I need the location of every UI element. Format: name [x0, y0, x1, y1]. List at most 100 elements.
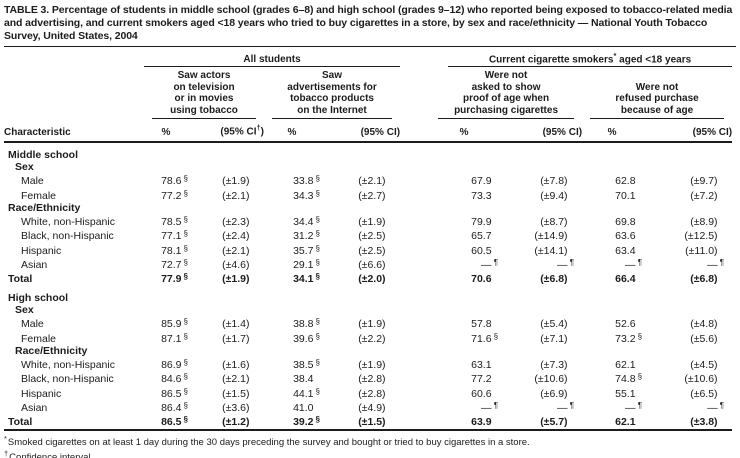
table-row: Total 77.9 § (±1.9) 34.1 § (±2.0) 70.6 (±6.8) 66.…	[4, 271, 732, 285]
group-gap	[400, 214, 430, 228]
section-row: Middle school	[4, 142, 732, 161]
footnotes: *Smoked cigarettes on at least 1 day dur…	[4, 431, 736, 458]
cell-ci: (±1.9)	[358, 359, 386, 372]
footnote-text: Smoked cigarettes on at least 1 day duri…	[7, 436, 530, 448]
section-row: Race/Ethnicity	[4, 202, 732, 214]
cell-ci: (±7.1)	[540, 332, 568, 345]
cell-ci: (±11.0)	[685, 244, 718, 257]
cell-percent: 62.1	[615, 359, 636, 372]
cell-ci	[642, 202, 732, 214]
cell-percent	[430, 202, 498, 214]
group-header-smokers-label: Current cigarette smokers* aged <18 year…	[448, 51, 733, 68]
table-row: Hispanic 86.5 § (±1.5) 44.1 § (±2.8) 60.6 (±6.9)…	[4, 386, 732, 400]
group-gap	[400, 345, 430, 357]
cell-percent: 86.5 §	[161, 386, 188, 400]
subheader-not-refused: Were not refused purchase because of age	[582, 67, 732, 120]
table-row: Male 78.6 § (±1.9) 33.8 § (±2.1) 67.9 (±7.8) 62.8…	[4, 173, 732, 187]
cell-percent: 63.1	[471, 359, 492, 372]
group-gap	[400, 202, 430, 214]
cell-percent: — ¶	[481, 401, 499, 414]
cell-percent: 38.4	[293, 373, 314, 386]
cell-percent	[144, 161, 188, 173]
footnote: *Smoked cigarettes on at least 1 day dur…	[4, 433, 736, 449]
cell-percent	[264, 142, 320, 161]
table-row: White, non-Hispanic 78.5 § (±2.3) 34.4 § (±1.9…	[4, 214, 732, 228]
footnote-text: Confidence interval.	[9, 452, 94, 458]
row-label: Total	[8, 416, 33, 429]
row-label: Female	[21, 332, 57, 345]
table-header: All students Current cigarette smokers* …	[4, 47, 733, 143]
cell-percent: 77.2 §	[161, 188, 188, 202]
table-row: Black, non-Hispanic 84.6 § (±2.1) 38.4 (±2.8)…	[4, 371, 732, 385]
cell-ci: (±1.9)	[358, 216, 386, 229]
row-label: Black, non-Hispanic	[21, 230, 114, 243]
cell-percent: 34.4 §	[293, 215, 320, 229]
cell-ci: (±5.7)	[540, 416, 568, 429]
cell-ci	[498, 304, 582, 316]
cell-percent: 85.9 §	[161, 317, 188, 331]
cell-ci: (±1.6)	[222, 359, 250, 372]
row-label: Race/Ethnicity	[15, 344, 88, 357]
cell-ci: (±7.3)	[540, 359, 568, 372]
group-gap	[400, 161, 430, 173]
cell-percent: 35.7 §	[293, 243, 320, 257]
row-label: Black, non-Hispanic	[21, 373, 114, 386]
cell-percent: 69.8	[615, 216, 636, 229]
cell-ci: — ¶	[557, 258, 575, 272]
cell-ci: (±7.8)	[540, 175, 568, 188]
table-row: Asian 86.4 § (±3.6) 41.0 (±4.9) — ¶ — ¶ — ¶ — ¶	[4, 400, 732, 414]
cell-percent	[430, 345, 498, 357]
subheader-not-asked-proof-label: Were not asked to show proof of age when…	[438, 67, 575, 120]
cell-percent: 62.1	[615, 416, 636, 429]
group-gap	[400, 316, 430, 330]
cell-percent	[582, 304, 642, 316]
cell-percent: — ¶	[625, 258, 643, 272]
data-table: All students Current cigarette smokers* …	[4, 47, 733, 431]
group-header-all-students: All students	[144, 47, 401, 68]
cell-percent: — ¶	[625, 401, 643, 414]
cell-ci: (±9.7)	[690, 175, 718, 188]
group-gap	[400, 257, 430, 271]
cell-ci	[320, 142, 400, 161]
cell-percent: 72.7 §	[161, 258, 188, 272]
cell-ci: (±2.3)	[222, 216, 250, 229]
cell-ci: (±6.9)	[540, 387, 568, 400]
cell-ci	[642, 286, 732, 304]
corner-blank	[4, 67, 144, 119]
footnote: †Confidence interval.	[4, 448, 736, 458]
cell-percent: 29.1 §	[293, 258, 320, 272]
cell-ci: — ¶	[557, 401, 575, 414]
row-label: Asian	[21, 402, 48, 414]
cell-ci: (±2.5)	[358, 244, 386, 257]
footnote-marker: *	[4, 433, 7, 443]
cell-percent: 77.2	[471, 373, 492, 386]
group-gap	[400, 304, 430, 316]
cell-percent: — ¶	[481, 258, 499, 272]
group-header-smokers: Current cigarette smokers* aged <18 year…	[430, 47, 733, 68]
characteristic-header: Characteristic	[4, 119, 144, 143]
group-gap	[400, 331, 430, 345]
table-body: Middle school Sex Male 78.6 § (±1.9) 33.8 § (±2.…	[4, 142, 732, 430]
cell-percent: 38.5 §	[293, 358, 320, 372]
group-gap	[400, 414, 430, 429]
cell-ci	[498, 345, 582, 357]
cell-percent: 86.9 §	[161, 358, 188, 372]
group-gap	[400, 228, 430, 242]
cell-ci: (±2.5)	[358, 230, 386, 243]
row-label: White, non-Hispanic	[21, 359, 115, 372]
cell-ci: (±1.5)	[358, 416, 386, 429]
cell-ci: (±3.6)	[222, 402, 250, 414]
cell-percent	[144, 345, 188, 357]
cell-ci: (±10.6)	[684, 373, 718, 386]
cell-ci: (±1.7)	[222, 332, 250, 345]
cell-percent: 38.8 §	[293, 317, 320, 331]
table-row: Hispanic 78.1 § (±2.1) 35.7 § (±2.5) 60.5 (±14.1…	[4, 243, 732, 257]
cell-ci	[188, 286, 264, 304]
cell-percent: 52.6	[615, 318, 636, 331]
cell-percent: 39.6 §	[293, 331, 320, 345]
row-label: Race/Ethnicity	[8, 201, 81, 214]
cell-ci: (±6.8)	[540, 273, 568, 286]
cell-percent: 78.5 §	[161, 215, 188, 229]
cell-ci: (±1.9)	[222, 273, 250, 286]
cell-percent: 70.1	[615, 189, 636, 202]
